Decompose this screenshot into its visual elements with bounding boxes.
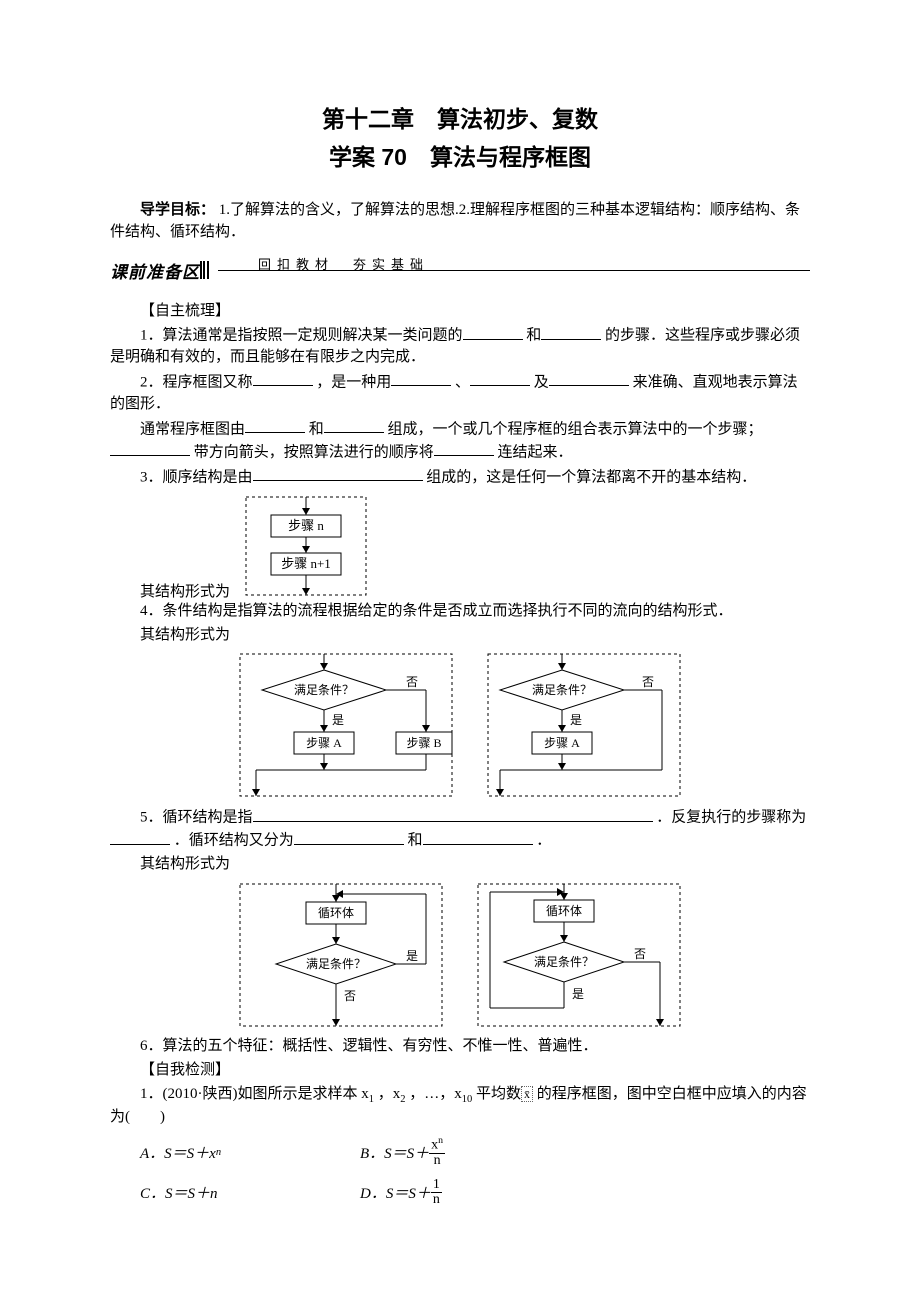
- t: n: [429, 1154, 445, 1168]
- t: n: [431, 1193, 442, 1207]
- sequence-diagram: 步骤 n 步骤 n+1: [236, 491, 376, 601]
- prep-label: 课前准备区: [110, 258, 200, 283]
- xbar-box: x̄: [521, 1086, 533, 1102]
- prep-hint: 回扣教材 夯实基础: [258, 254, 429, 273]
- svg-text:步骤 B: 步骤 B: [407, 736, 442, 750]
- loop-while-diagram: 循环体 满足条件？ 否 是: [474, 880, 684, 1030]
- blank[interactable]: [541, 324, 601, 339]
- svg-text:是: 是: [332, 713, 344, 727]
- lesson-title: 学案 70 算法与程序框图: [110, 138, 810, 172]
- p6: 6．算法的五个特征：概括性、逻辑性、有穷性、不惟一性、普遍性．: [110, 1036, 810, 1058]
- blank[interactable]: [253, 466, 423, 481]
- blank[interactable]: [324, 418, 384, 433]
- p5: 5．循环结构是指 ．反复执行的步骤称为 ．循环结构又分为 和 ．: [110, 806, 810, 852]
- blank[interactable]: [463, 324, 523, 339]
- svg-text:否: 否: [642, 675, 654, 689]
- t: A．S＝S＋x: [140, 1142, 216, 1163]
- cond-diagram-a: 满足条件？ 否 是 步骤 A: [484, 650, 684, 800]
- svg-text:步骤 A: 步骤 A: [544, 736, 580, 750]
- cond-diagram-ab: 满足条件？ 否 是 步骤 A 步骤 B: [236, 650, 456, 800]
- svg-text:满足条件？: 满足条件？: [306, 957, 366, 971]
- option-d[interactable]: D．S＝S＋ 1n: [360, 1178, 580, 1207]
- loop-until-diagram: 循环体 满足条件？ 是 否: [236, 880, 446, 1030]
- p1: 1．算法通常是指按照一定规则解决某一类问题的 和 的步骤．这些程序或步骤必须是明…: [110, 324, 810, 369]
- blank[interactable]: [253, 806, 653, 821]
- svg-text:是: 是: [572, 987, 584, 1001]
- t: 1．(2010·陕西)如图所示是求样本 x: [140, 1086, 369, 1102]
- t: 和: [526, 328, 541, 344]
- option-a[interactable]: A．S＝S＋xn: [140, 1136, 360, 1168]
- seq-diagram-row: 其结构形式为 步骤 n 步骤 n+1: [110, 491, 810, 601]
- blank[interactable]: [434, 441, 494, 456]
- intro: 导学目标： 1.了解算法的含义，了解算法的思想.2.理解程序框图的三种基本逻辑结…: [110, 200, 810, 244]
- t: 及: [534, 374, 549, 390]
- t: ，…，x: [409, 1086, 462, 1102]
- ziwo-head: 【自我检测】: [110, 1060, 810, 1082]
- svg-text:是: 是: [406, 949, 418, 963]
- svg-text:是: 是: [570, 713, 582, 727]
- t: 通常程序框图由: [140, 421, 245, 437]
- t: 1．算法通常是指按照一定规则解决某一类问题的: [140, 328, 463, 344]
- blank[interactable]: [253, 371, 313, 386]
- blank[interactable]: [391, 371, 451, 386]
- svg-text:步骤 n+1: 步骤 n+1: [281, 556, 331, 571]
- svg-text:满足条件？: 满足条件？: [534, 955, 594, 969]
- blank[interactable]: [245, 418, 305, 433]
- blank[interactable]: [470, 371, 530, 386]
- p3: 3．顺序结构是由 组成的，这是任何一个算法都离不开的基本结构．: [110, 466, 810, 489]
- blank[interactable]: [110, 829, 170, 844]
- svg-text:否: 否: [344, 989, 356, 1003]
- t: 和: [309, 421, 324, 437]
- svg-text:步骤 A: 步骤 A: [306, 736, 342, 750]
- t: ，是一种用: [316, 374, 391, 390]
- blank[interactable]: [110, 441, 190, 456]
- p4: 4．条件结构是指算法的流程根据给定的条件是否成立而选择执行不同的流向的结构形式．: [110, 601, 810, 623]
- t: n: [216, 1147, 221, 1158]
- svg-text:循环体: 循环体: [546, 904, 582, 918]
- t: D．S＝S＋: [360, 1182, 431, 1203]
- svg-text:满足条件？: 满足条件？: [532, 683, 592, 697]
- svg-text:满足条件？: 满足条件？: [294, 683, 354, 697]
- svg-text:否: 否: [634, 947, 646, 961]
- t: 3．顺序结构是由: [140, 469, 253, 485]
- t: 带方向箭头，按照算法进行的顺序将: [194, 444, 434, 460]
- cond-diagrams: 满足条件？ 否 是 步骤 A 步骤 B 满足条件？ 否 是: [110, 650, 810, 800]
- option-c[interactable]: C．S＝S＋n: [140, 1178, 360, 1207]
- svg-text:步骤 n: 步骤 n: [288, 518, 324, 533]
- t: 平均数: [476, 1086, 521, 1102]
- t: 2．程序框图又称: [140, 374, 253, 390]
- t: ．循环结构又分为: [174, 833, 294, 849]
- p5-form: 其结构形式为: [110, 854, 810, 876]
- t: C．S＝S＋n: [140, 1182, 218, 1203]
- t: ．: [536, 833, 551, 849]
- p2: 2．程序框图又称 ，是一种用 、 及 来准确、直观地表示算法的图形．: [110, 371, 810, 416]
- t: 组成的，这是任何一个算法都离不开的基本结构．: [426, 469, 756, 485]
- t: ．反复执行的步骤称为: [656, 810, 806, 826]
- t: 连结起来．: [498, 444, 573, 460]
- t: n: [438, 1135, 443, 1146]
- t: ，x: [378, 1086, 401, 1102]
- p3-form: 其结构形式为: [110, 580, 230, 601]
- option-b[interactable]: B．S＝S＋ xnn: [360, 1136, 580, 1168]
- t: B．S＝S＋: [360, 1142, 429, 1163]
- p2f: 通常程序框图由 和 组成，一个或几个程序框的组合表示算法中的一个步骤； 带方向箭…: [110, 418, 810, 464]
- t: 和: [408, 833, 423, 849]
- t: 组成，一个或几个程序框的组合表示算法中的一个步骤；: [388, 421, 763, 437]
- q1: 1．(2010·陕西)如图所示是求样本 x1 ，x2 ，…，x10 平均数x̄ …: [110, 1084, 810, 1129]
- t: 5．循环结构是指: [140, 810, 253, 826]
- t: 、: [455, 374, 470, 390]
- blank[interactable]: [294, 829, 404, 844]
- blank[interactable]: [423, 829, 533, 844]
- loop-diagrams: 循环体 满足条件？ 是 否 循环体 满足条件？ 否 是: [110, 880, 810, 1030]
- t: 1: [431, 1178, 442, 1193]
- blank[interactable]: [549, 371, 629, 386]
- section-prep: 课前准备区 回扣教材 夯实基础: [110, 258, 810, 283]
- intro-bold: 导学目标：: [140, 202, 215, 218]
- zizhu-head: 【自主梳理】: [110, 301, 810, 323]
- chapter-title: 第十二章 算法初步、复数: [110, 100, 810, 134]
- options: A．S＝S＋xn B．S＝S＋ xnn C．S＝S＋n D．S＝S＋ 1n: [140, 1136, 810, 1207]
- svg-text:否: 否: [406, 675, 418, 689]
- p4-form: 其结构形式为: [110, 625, 810, 647]
- svg-text:循环体: 循环体: [318, 906, 354, 920]
